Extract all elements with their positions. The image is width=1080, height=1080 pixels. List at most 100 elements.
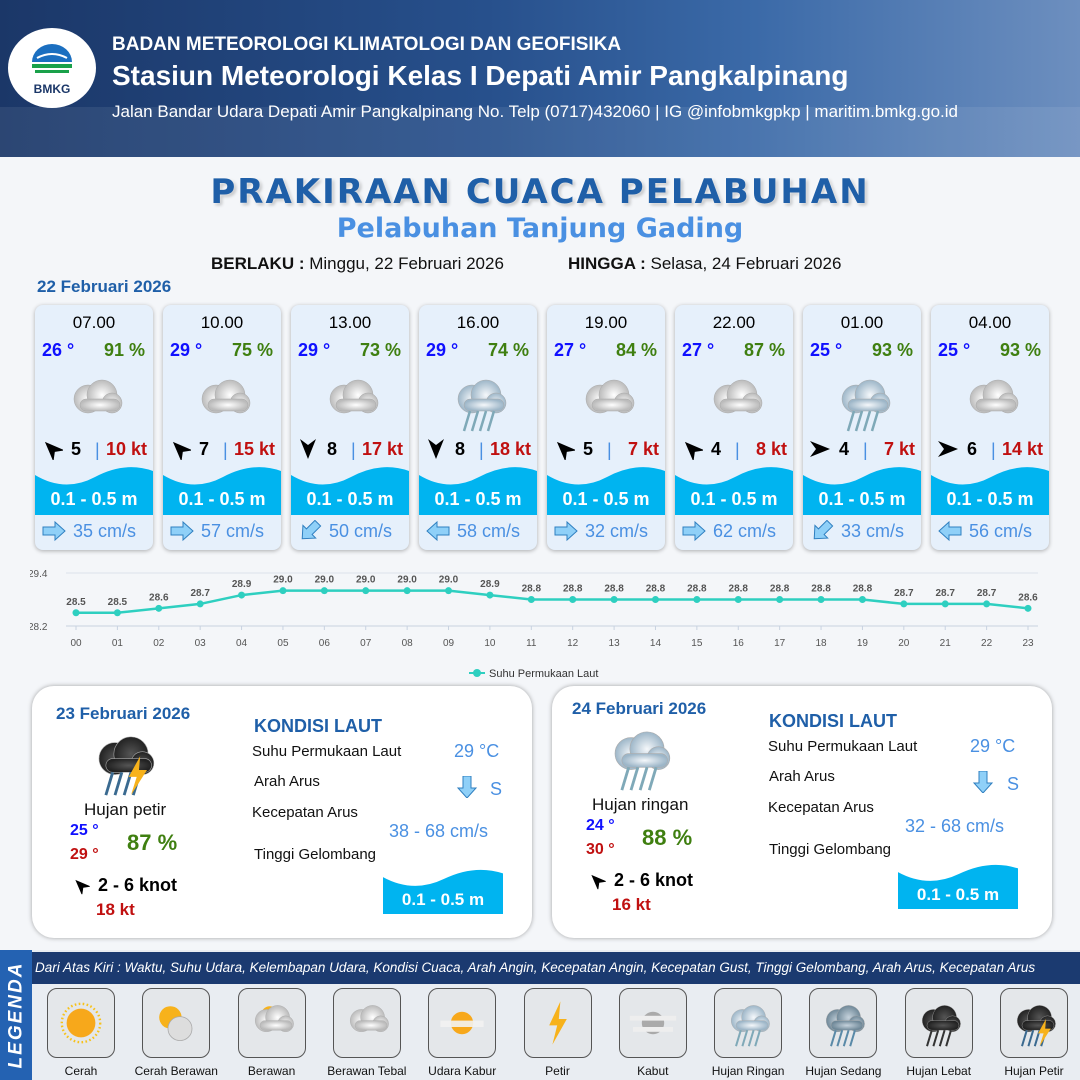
x-tick-label: 18: [815, 638, 827, 649]
daily-forecast-panel: 23 Februari 2026 Hujan petir 25 ° 29 ° 8…: [32, 686, 532, 938]
current-speed: 50 cm/s: [329, 521, 393, 541]
data-point: [941, 600, 949, 608]
x-tick-label: 08: [402, 638, 414, 649]
current-direction: S: [490, 779, 503, 799]
data-label: 28.8: [729, 584, 749, 595]
sst-label: Suhu Permukaan Laut: [252, 743, 402, 760]
weather-berawan-tebal-icon: [713, 379, 763, 414]
bmkg-logo: BMKG: [8, 28, 96, 108]
weather-hujan-ringan-icon: [457, 379, 507, 432]
sea-condition-title: KONDISI LAUT: [769, 711, 897, 731]
legend-item: Hujan Sedang: [798, 988, 888, 1078]
humidity: 91 %: [103, 340, 145, 360]
weather-udara-kabur-icon: [440, 1011, 484, 1035]
wave-height-label: Tinggi Gelombang: [254, 846, 377, 863]
agency-name: BADAN METEOROLOGI KLIMATOLOGI DAN GEOFIS…: [112, 34, 622, 55]
separator: |: [351, 440, 356, 460]
header-banner: BMKG BADAN METEOROLOGI KLIMATOLOGI DAN G…: [0, 0, 1080, 157]
data-point: [113, 609, 121, 617]
legend-label: Kabut: [637, 1064, 669, 1078]
forecast-card: 10.00 29 ° 75 % 7 | 15 kt 0.1 - 0.5 m 57…: [163, 305, 281, 550]
wind-direction-icon: [937, 438, 959, 460]
weather-berawan-tebal-icon: [349, 1005, 389, 1032]
wind-speed: 5: [71, 439, 82, 459]
separator: |: [863, 440, 868, 460]
wave-height: 0.1 - 0.5 m: [690, 489, 778, 509]
x-tick-label: 21: [940, 638, 952, 649]
x-tick-label: 23: [1022, 638, 1034, 649]
wind-speed: 6: [967, 439, 978, 459]
valid-from-value: Minggu, 22 Februari 2026: [309, 254, 504, 273]
data-point: [776, 596, 784, 603]
humidity: 84 %: [615, 340, 657, 360]
legend-icon-box: [142, 988, 211, 1058]
current-speed: 58 cm/s: [457, 521, 521, 541]
data-label: 28.8: [770, 584, 790, 595]
x-tick-label: 06: [319, 638, 331, 649]
data-label: 28.7: [894, 588, 914, 599]
sea-condition-title: KONDISI LAUT: [254, 716, 382, 736]
current-speed-range: 38 - 68 cm/s: [389, 821, 489, 841]
weather-petir-icon: [548, 1001, 567, 1045]
x-tick-label: 22: [981, 638, 993, 649]
weather-berawan-tebal-icon: [585, 379, 635, 414]
data-label: 28.7: [977, 588, 997, 599]
weather-condition: Hujan petir: [84, 800, 167, 819]
data-label: 28.5: [108, 597, 128, 608]
wave-icon: [898, 861, 1018, 909]
separator: |: [223, 440, 228, 460]
gust-speed: 14 kt: [1001, 439, 1043, 459]
data-point: [72, 609, 80, 617]
data-point: [403, 587, 411, 595]
humidity: 93 %: [871, 340, 913, 360]
weather-berawan-tebal-icon: [329, 379, 379, 414]
gust-speed: 7 kt: [627, 439, 659, 459]
legend-item: Kabut: [608, 988, 698, 1078]
wave-icon: [35, 463, 153, 515]
legend-label: Cerah Berawan: [134, 1064, 218, 1078]
humidity: 87 %: [743, 340, 785, 360]
data-label: 28.9: [232, 579, 252, 590]
data-point: [155, 604, 163, 612]
data-point: [527, 596, 535, 603]
data-point: [1024, 604, 1032, 612]
data-point: [279, 587, 287, 595]
y-tick-label: 28.2: [30, 622, 48, 633]
legend-label: Suhu Permukaan Laut: [489, 668, 598, 680]
gust-speed: 8 kt: [755, 439, 787, 459]
day1-date: 22 Februari 2026: [37, 277, 172, 296]
gust-speed: 16 kt: [612, 895, 651, 914]
legend-item: Udara Kabur: [417, 988, 507, 1078]
forecast-card: 04.00 25 ° 93 % 6 | 14 kt 0.1 - 0.5 m 56…: [931, 305, 1049, 550]
wave-icon: [675, 463, 793, 515]
legend-label: Berawan Tebal: [327, 1064, 407, 1078]
legend-label: Petir: [545, 1064, 570, 1078]
data-label: 28.8: [604, 584, 624, 595]
valid-to-label: HINGGA :: [568, 254, 646, 273]
wind-speed-range: 2 - 6 knot: [614, 870, 694, 890]
page-subtitle: Pelabuhan Tanjung Gading: [336, 213, 744, 244]
data-point: [651, 596, 659, 603]
current-speed: 35 cm/s: [73, 521, 137, 541]
humidity: 88 %: [642, 825, 693, 850]
daily-forecast-panel: 24 Februari 2026 Hujan ringan 24 ° 30 ° …: [552, 686, 1052, 938]
legend-title: LEGENDA: [5, 961, 26, 1069]
weather-hujan-petir-icon: [98, 736, 155, 796]
legend-description: Dari Atas Kiri : Waktu, Suhu Udara, Kele…: [32, 952, 1080, 984]
humidity: 93 %: [999, 340, 1041, 360]
separator: |: [607, 440, 612, 460]
air-temperature: 26 °: [42, 340, 75, 360]
data-point: [486, 591, 494, 599]
current-speed-label: Kecepatan Arus: [768, 799, 874, 816]
legend-icon-box: [428, 988, 497, 1058]
data-label: 28.8: [646, 584, 666, 595]
station-contact: Jalan Bandar Udara Depati Amir Pangkalpi…: [112, 102, 959, 121]
wind-direction-icon: [297, 438, 319, 460]
forecast-card: 13.00 29 ° 73 % 8 | 17 kt 0.1 - 0.5 m 50…: [291, 305, 409, 550]
air-temperature: 25 °: [810, 340, 843, 360]
forecast-time: 07.00: [72, 313, 116, 332]
valid-to: HINGGA : Selasa, 24 Februari 2026: [568, 254, 841, 274]
current-speed: 32 cm/s: [585, 521, 649, 541]
data-label: 28.6: [149, 592, 169, 603]
current-direction-icon: [970, 770, 996, 798]
